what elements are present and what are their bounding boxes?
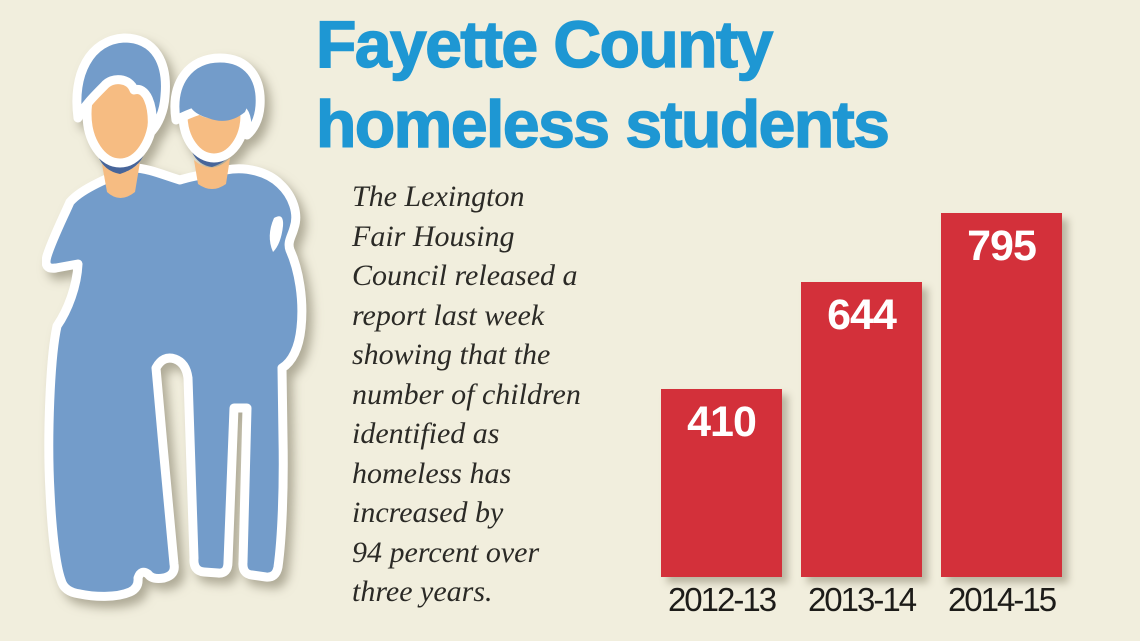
x-axis-label: 2013-14 xyxy=(807,581,917,618)
chart-description: The Lexington Fair Housing Council relea… xyxy=(352,180,581,608)
bar-value-label: 644 xyxy=(827,291,897,339)
boy-right-chin-shadow xyxy=(192,150,232,167)
x-axis-label: 2012-13 xyxy=(667,581,777,618)
bar-2014-15: 795 xyxy=(941,213,1062,577)
bar-value-label: 410 xyxy=(687,398,757,446)
boy-left-hair xyxy=(72,33,170,136)
children-figure-group xyxy=(42,33,307,601)
bar-2013-14: 644 xyxy=(801,282,922,577)
x-axis-labels: 2012-13 2013-14 2014-15 xyxy=(661,581,1062,619)
boy-right-neck xyxy=(194,158,230,189)
boy-left-chin-shadow xyxy=(98,154,144,174)
children-bodies xyxy=(42,163,307,601)
boy-right-hair-swoosh xyxy=(190,89,247,121)
children-illustration xyxy=(42,33,307,601)
bar-2012-13: 410 xyxy=(661,389,782,577)
bar-chart: 410 644 795 xyxy=(661,213,1062,577)
x-axis-label: 2014-15 xyxy=(947,581,1057,618)
bar-value-label: 795 xyxy=(967,222,1037,270)
elbow-notch xyxy=(269,216,284,252)
page-title: Fayette County homeless students xyxy=(315,6,890,162)
